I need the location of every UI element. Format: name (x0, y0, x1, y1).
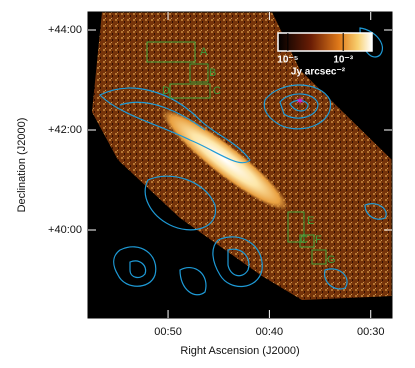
field-label: C (300, 234, 308, 246)
y-tick-label: +42:00 (48, 124, 82, 136)
colorbar (277, 32, 373, 52)
y-tick-label: +40:00 (48, 224, 82, 236)
field-label: B (209, 67, 216, 79)
marker: ✶ (295, 94, 305, 108)
colorbar-unit: Jy arcsec⁻² (291, 67, 346, 78)
x-tick-label: 00:40 (256, 326, 284, 338)
field-label: F (315, 234, 322, 246)
y-axis-title: Declination (J2000) (16, 118, 28, 213)
frame (87, 11, 393, 319)
image: A B D C E C F G ✶ Jy arcsec⁻² (88, 12, 392, 318)
colorbar-tick-label: 10⁻⁵ (277, 55, 298, 66)
field-label: E (307, 215, 314, 227)
y-tick-label: +44:00 (48, 24, 82, 36)
x-tick-label: 00:50 (154, 326, 182, 338)
colorbar-tick-label: 10⁻³ (333, 55, 353, 66)
field-label: A (200, 46, 208, 58)
field-label: D (162, 85, 170, 97)
field-label: G (327, 254, 336, 266)
field-label: C (213, 85, 221, 97)
x-axis-title: Right Ascension (J2000) (180, 345, 299, 357)
x-tick-label: 00:30 (357, 326, 385, 338)
